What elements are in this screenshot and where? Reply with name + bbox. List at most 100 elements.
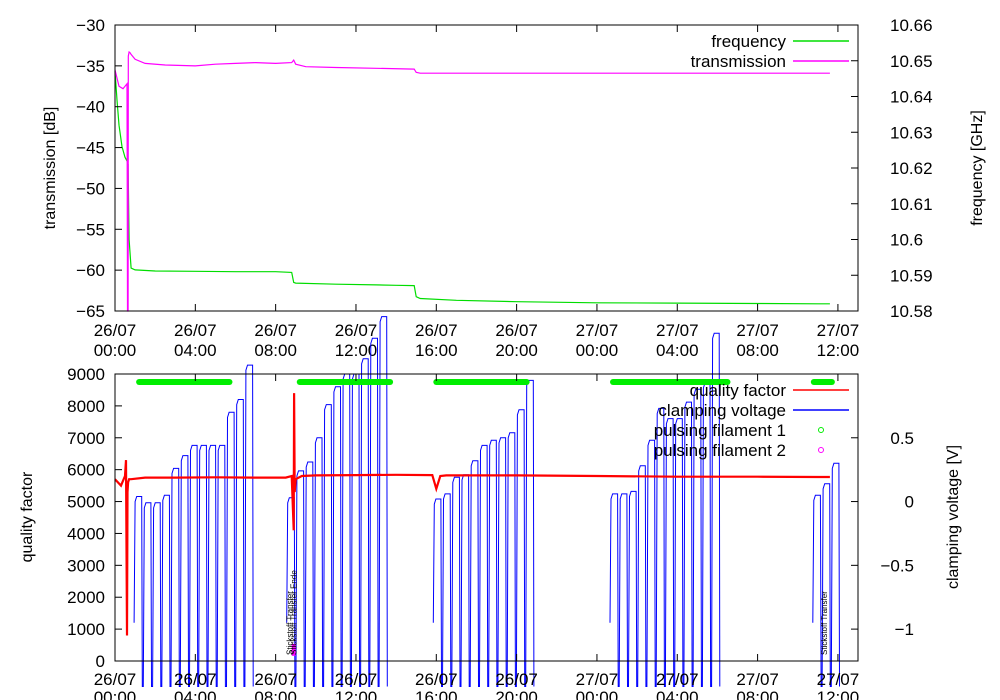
bottom-x-tick-time: 20:00	[495, 688, 538, 700]
bottom-x-tick-time: 08:00	[736, 688, 779, 700]
bottom-y-tick-label: 5000	[67, 493, 105, 512]
clamping-voltage-pulse-group	[432, 379, 535, 687]
top-x-tick-date: 26/07	[335, 321, 378, 340]
bottom-y2-tick-label: 0	[905, 493, 914, 512]
legend-filament-2-label: pulsing filament 2	[654, 441, 786, 460]
bottom-y2-tick-label: −1	[895, 620, 914, 639]
bottom-y2-tick-label: −0.5	[880, 556, 914, 575]
bottom-x-tick-date: 26/07	[254, 670, 297, 689]
transmission-frequency-chart: 26/0700:0026/0704:0026/0708:0026/0712:00…	[42, 16, 986, 360]
top-x-tick-date: 26/07	[174, 321, 217, 340]
top-x-tick-date: 26/07	[94, 321, 137, 340]
bottom-x-tick-date: 27/07	[576, 670, 619, 689]
top-y2-tick-label: 10.58	[890, 302, 933, 321]
bottom-x-tick-date: 27/07	[656, 670, 699, 689]
bottom-x-tick-date: 27/07	[736, 670, 779, 689]
series-transmission	[114, 50, 830, 312]
top-x-tick-time: 12:00	[817, 341, 860, 360]
bottom-x-tick-date: 27/07	[817, 670, 860, 689]
bottom-x-tick-time: 04:00	[656, 688, 699, 700]
bottom-axis-ticks: 26/0700:0026/0704:0026/0708:0026/0712:00…	[67, 365, 914, 700]
legend-filament-1-marker	[818, 427, 824, 433]
clamping-voltage-pulse-group	[286, 316, 388, 687]
top-y-tick-label: −45	[76, 139, 105, 158]
top-x-tick-time: 20:00	[495, 341, 538, 360]
bottom-y-tick-label: 9000	[67, 365, 105, 384]
top-axis-ticks: 26/0700:0026/0704:0026/0708:0026/0712:00…	[76, 16, 932, 360]
series-quality-factor	[114, 393, 830, 636]
bottom-y-tick-label: 8000	[67, 397, 105, 416]
top-x-tick-time: 12:00	[335, 341, 378, 360]
bottom-x-tick-date: 26/07	[335, 670, 378, 689]
top-x-tick-date: 27/07	[817, 321, 860, 340]
top-x-tick-time: 00:00	[94, 341, 137, 360]
top-series-layer	[114, 50, 830, 312]
top-x-tick-time: 08:00	[736, 341, 779, 360]
top-legend: frequency transmission	[691, 32, 849, 71]
bottom-y-tick-label: 0	[96, 652, 105, 671]
bottom-right-axis-label: clamping voltage [V]	[945, 445, 962, 589]
top-x-tick-date: 26/07	[254, 321, 297, 340]
bottom-x-tick-time: 08:00	[254, 688, 297, 700]
annotation-label: Stickstoff Transfer	[820, 591, 829, 655]
top-x-tick-time: 00:00	[576, 341, 619, 360]
bottom-y-tick-label: 7000	[67, 429, 105, 448]
top-x-tick-date: 26/07	[495, 321, 538, 340]
legend-quality-factor-label: quality factor	[690, 381, 787, 400]
top-x-tick-date: 27/07	[736, 321, 779, 340]
top-y-tick-label: −60	[76, 261, 105, 280]
bottom-x-tick-time: 12:00	[817, 688, 860, 700]
bottom-x-tick-time: 00:00	[94, 688, 137, 700]
top-y2-tick-label: 10.64	[890, 88, 933, 107]
bottom-x-tick-date: 26/07	[495, 670, 538, 689]
clamping-voltage-pulse-group	[609, 332, 721, 687]
legend-transmission-label: transmission	[691, 52, 786, 71]
top-y-tick-label: −50	[76, 179, 105, 198]
top-y2-tick-label: 10.65	[890, 52, 933, 71]
clamping-voltage-pulse-group	[812, 462, 840, 687]
top-x-tick-date: 26/07	[415, 321, 458, 340]
clamping-voltage-pulse-group	[133, 364, 254, 687]
bottom-x-tick-date: 26/07	[415, 670, 458, 689]
top-x-tick-time: 04:00	[174, 341, 217, 360]
top-y2-tick-label: 10.6	[890, 231, 923, 250]
top-y-tick-label: −40	[76, 98, 105, 117]
bottom-y-tick-label: 3000	[67, 556, 105, 575]
bottom-y-tick-label: 2000	[67, 588, 105, 607]
bottom-x-tick-time: 04:00	[174, 688, 217, 700]
top-y-tick-label: −65	[76, 302, 105, 321]
bottom-x-tick-date: 26/07	[94, 670, 137, 689]
top-y2-tick-label: 10.66	[890, 16, 933, 35]
legend-filament-1-label: pulsing filament 1	[654, 421, 786, 440]
annotation-label: Stickstoff Transfer Ende	[290, 570, 299, 655]
bottom-plot-frame	[114, 373, 859, 662]
top-y2-tick-label: 10.61	[890, 195, 933, 214]
top-x-tick-time: 16:00	[415, 341, 458, 360]
top-right-axis-label: frequency [GHz]	[969, 110, 986, 226]
bottom-y-tick-label: 6000	[67, 461, 105, 480]
top-x-tick-time: 04:00	[656, 341, 699, 360]
top-y-tick-label: −30	[76, 16, 105, 35]
top-left-axis-label: transmission [dB]	[42, 107, 59, 230]
bottom-x-tick-time: 16:00	[415, 688, 458, 700]
bottom-y-tick-label: 1000	[67, 620, 105, 639]
series-frequency	[114, 71, 830, 305]
bottom-x-tick-time: 12:00	[335, 688, 378, 700]
top-y2-tick-label: 10.62	[890, 159, 933, 178]
filament-2-marker	[291, 643, 296, 656]
bottom-y2-tick-label: 0.5	[890, 429, 914, 448]
bottom-left-axis-label: quality factor	[19, 471, 36, 562]
annotation-label: Stickstoff Transfer	[286, 591, 295, 655]
legend-frequency-label: frequency	[711, 32, 786, 51]
top-x-tick-time: 08:00	[254, 341, 297, 360]
bottom-x-tick-date: 26/07	[174, 670, 217, 689]
top-y2-tick-label: 10.59	[890, 266, 933, 285]
legend-filament-2-marker	[818, 447, 824, 453]
top-x-tick-date: 27/07	[576, 321, 619, 340]
top-y-tick-label: −35	[76, 57, 105, 76]
bottom-y-tick-label: 4000	[67, 524, 105, 543]
legend-clamping-voltage-label: clamping voltage	[658, 401, 786, 420]
